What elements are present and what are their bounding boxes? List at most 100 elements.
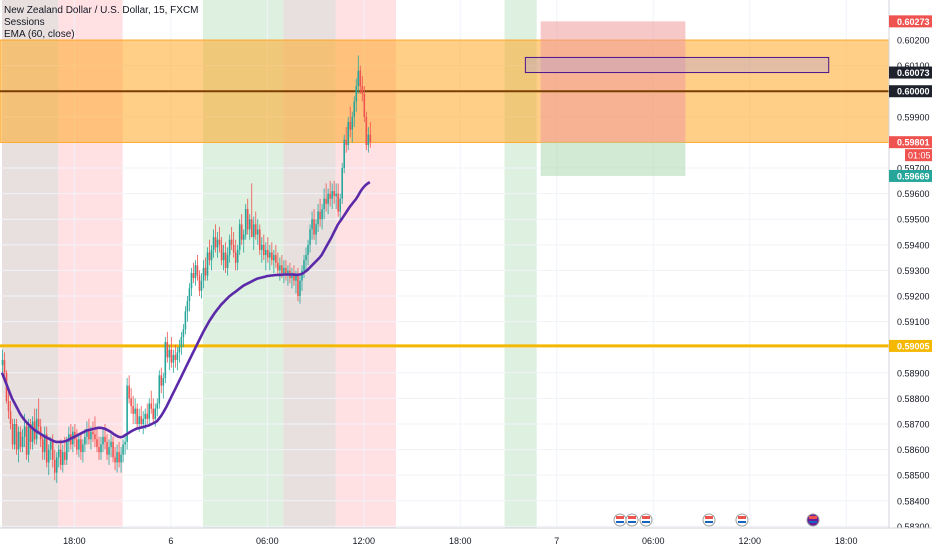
candle-body [122,444,124,455]
candle-body [343,139,345,169]
event-flag-icon[interactable] [613,513,627,527]
candle-body [80,439,82,453]
candle-body [3,360,6,373]
event-flag-icon[interactable] [625,513,639,527]
event-flag-icon[interactable] [639,513,653,527]
candle-body [321,208,323,220]
horizontal-levels[interactable] [0,90,889,348]
candle-body [212,237,215,250]
candle-body [110,441,112,448]
time-axis[interactable]: 18:00606:0012:0018:00706:0012:0018:00806… [63,536,932,546]
candle-body [188,288,191,302]
time-tick-label: 18:00 [835,536,858,546]
candle-body [319,211,321,220]
candle-body [90,431,92,440]
candle-body [287,270,289,276]
indicator-ema-label[interactable]: EMA (60, close) [4,29,75,40]
candle-body [158,375,161,404]
candle-body [345,139,348,145]
candle-body [200,280,203,291]
candle-body [230,239,233,245]
candle-body [17,431,20,450]
price-badge-label: 0.60000 [897,87,930,97]
price-tick-label: 0.58800 [897,394,930,404]
price-badge-label: 0.59669 [897,171,930,181]
candle-body [323,198,325,209]
candle-body [220,244,223,261]
marker-rectangle[interactable] [524,56,830,74]
candle-body [357,70,360,87]
short-position-tool[interactable] [540,21,686,176]
candle-body [337,193,339,212]
price-tick-label: 0.59200 [897,292,930,302]
price-tick-label: 0.59600 [897,189,930,199]
candle-body [305,255,307,261]
candle-body [146,413,149,419]
candle-body [156,403,159,409]
candle-body [295,275,297,281]
candle-body [45,434,48,463]
candle-body [176,352,179,360]
candle-body [174,354,177,360]
event-flag-icon[interactable] [735,513,749,527]
price-tick-label: 0.58500 [897,471,930,481]
time-tick-label: 18:00 [449,536,472,546]
ema-series [0,181,371,444]
take-profit-box[interactable] [540,142,686,176]
candle-body [244,208,247,235]
candle-body [311,219,313,230]
candle-body [353,101,356,117]
price-tick-label: 0.59900 [897,112,930,122]
candle-body [152,408,155,419]
candle-body [128,385,130,399]
candle-body [226,255,229,268]
time-tick-label: 12:00 [738,536,761,546]
candle-body [246,208,249,230]
candle-body [265,249,267,256]
price-tick-label: 0.59300 [897,266,930,276]
candle-body [19,431,22,448]
candle-body [9,411,12,424]
indicator-sessions-label[interactable]: Sessions [4,17,45,28]
candle-body [303,260,305,271]
candle-body [29,423,32,442]
candle-body [98,447,100,453]
candle-body [114,457,116,463]
candle-body [96,439,98,448]
candle-body [53,459,56,473]
candle-body [144,413,147,419]
time-tick-label: 7 [554,536,559,546]
price-tick-label: 0.60100 [897,61,930,71]
candle-body [25,426,28,455]
event-flag-icon[interactable] [702,513,716,527]
event-flag-icon[interactable] [806,513,820,527]
candle-body [37,418,40,427]
candle-body [134,408,136,414]
time-tick-label: 06:00 [642,536,665,546]
candle-body [349,121,352,130]
candle-body [27,423,30,455]
price-badge-label: 0.59801 [897,138,930,148]
candle-body [172,354,175,363]
time-tick-label: 12:00 [353,536,376,546]
price-tick-label: 0.58600 [897,445,930,455]
candle-body [277,262,279,271]
stop-loss-box[interactable] [540,21,686,143]
marker-rect[interactable] [524,56,830,74]
candle-body [160,375,163,386]
candle-body [62,452,64,465]
candle-body [301,270,303,281]
candle-body [21,436,24,448]
candle-body [359,70,362,87]
candle-body [166,342,169,358]
candle-body [250,219,253,238]
candle-body [275,255,277,263]
candle-body [164,342,167,378]
price-badge [889,169,932,182]
candle-body [297,275,299,297]
time-axis-events[interactable] [613,513,820,527]
candle-body [258,229,261,250]
price-badge [889,85,932,98]
